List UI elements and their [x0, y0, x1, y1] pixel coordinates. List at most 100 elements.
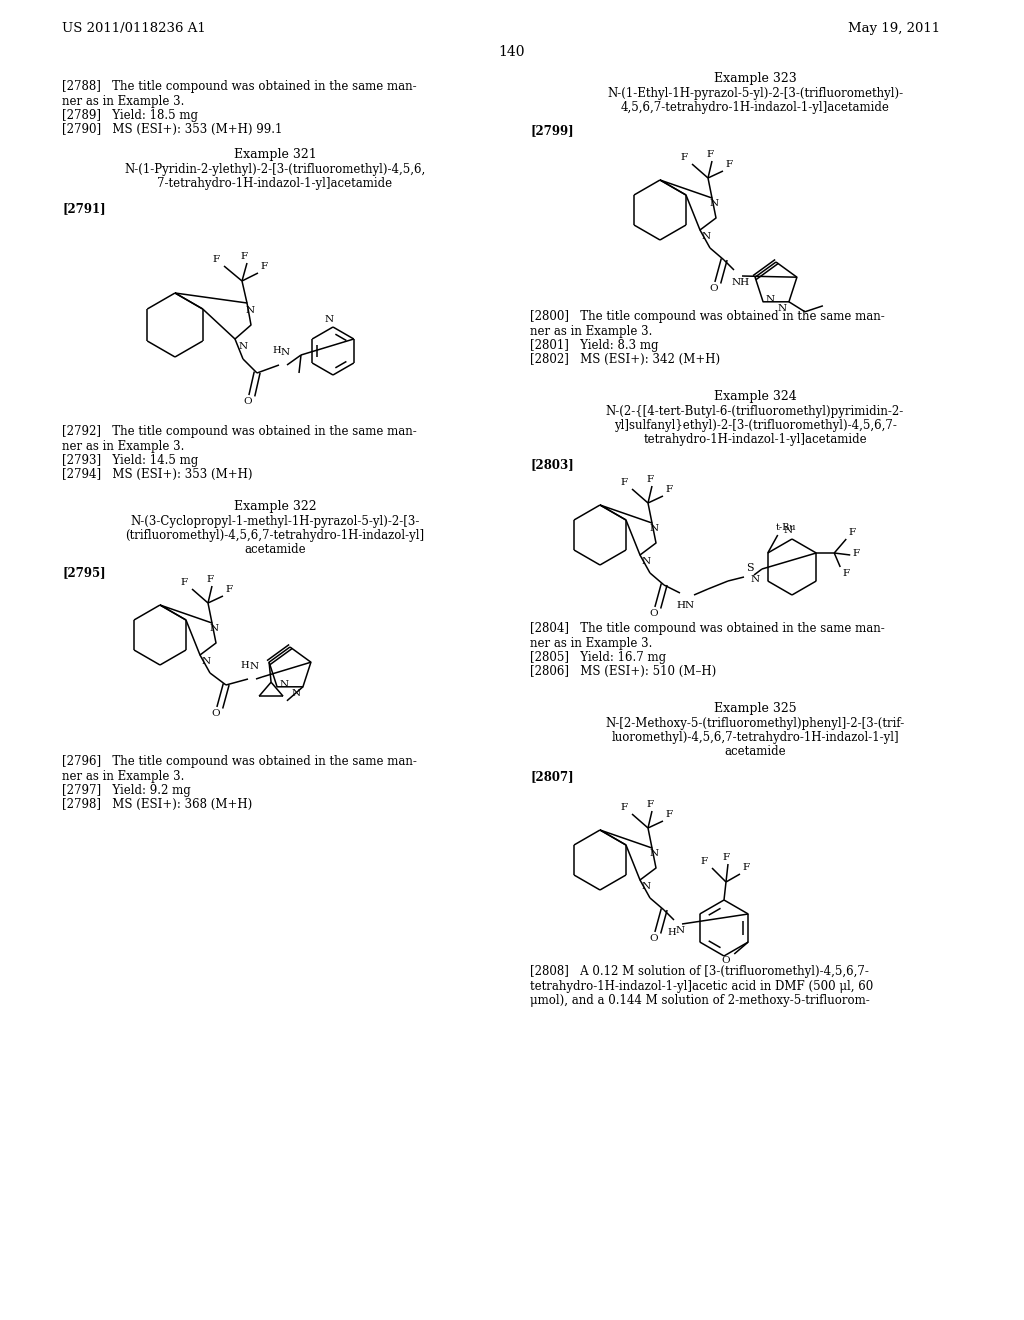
Text: ner as in Example 3.: ner as in Example 3. [62, 95, 184, 108]
Text: acetamide: acetamide [244, 543, 306, 556]
Text: US 2011/0118236 A1: US 2011/0118236 A1 [62, 22, 206, 36]
Text: N: N [710, 199, 719, 209]
Text: [2788]   The title compound was obtained in the same man-: [2788] The title compound was obtained i… [62, 81, 417, 92]
Text: [2798]   MS (ESI+): 368 (M+H): [2798] MS (ESI+): 368 (M+H) [62, 799, 252, 810]
Text: N-(3-Cyclopropyl-1-methyl-1H-pyrazol-5-yl)-2-[3-: N-(3-Cyclopropyl-1-methyl-1H-pyrazol-5-y… [130, 515, 420, 528]
Text: [2792]   The title compound was obtained in the same man-: [2792] The title compound was obtained i… [62, 425, 417, 438]
Text: O: O [722, 956, 730, 965]
Text: F: F [680, 153, 687, 162]
Text: N: N [702, 232, 711, 242]
Text: F: F [665, 484, 672, 494]
Text: acetamide: acetamide [724, 744, 785, 758]
Text: Example 322: Example 322 [233, 500, 316, 513]
Text: luoromethyl)-4,5,6,7-tetrahydro-1H-indazol-1-yl]: luoromethyl)-4,5,6,7-tetrahydro-1H-indaz… [611, 731, 899, 744]
Text: [2789]   Yield: 18.5 mg: [2789] Yield: 18.5 mg [62, 110, 198, 121]
Text: [2797]   Yield: 9.2 mg: [2797] Yield: 9.2 mg [62, 784, 190, 797]
Text: F: F [180, 578, 187, 587]
Text: O: O [244, 397, 252, 407]
Text: [2802]   MS (ESI+): 342 (M+H): [2802] MS (ESI+): 342 (M+H) [530, 352, 720, 366]
Text: F: F [665, 810, 672, 818]
Text: NH: NH [732, 279, 751, 286]
Text: F: F [207, 576, 214, 583]
Text: F: F [723, 853, 729, 862]
Text: [2791]: [2791] [62, 202, 105, 215]
Text: S: S [746, 564, 754, 573]
Text: tetrahydro-1H-indazol-1-yl]acetamide: tetrahydro-1H-indazol-1-yl]acetamide [643, 433, 866, 446]
Text: N: N [642, 882, 651, 891]
Text: F: F [241, 252, 248, 261]
Text: N: N [765, 296, 774, 305]
Text: [2807]: [2807] [530, 770, 573, 783]
Text: 7-tetrahydro-1H-indazol-1-yl]acetamide: 7-tetrahydro-1H-indazol-1-yl]acetamide [158, 177, 392, 190]
Text: Example 324: Example 324 [714, 389, 797, 403]
Text: N: N [676, 927, 685, 935]
Text: [2793]   Yield: 14.5 mg: [2793] Yield: 14.5 mg [62, 454, 199, 467]
Text: yl]sulfanyl}ethyl)-2-[3-(trifluoromethyl)-4,5,6,7-: yl]sulfanyl}ethyl)-2-[3-(trifluoromethyl… [613, 418, 896, 432]
Text: H: H [241, 661, 249, 671]
Text: F: F [843, 569, 849, 578]
Text: N: N [210, 624, 218, 634]
Text: F: F [646, 475, 653, 484]
Text: F: F [621, 478, 628, 487]
Text: [2796]   The title compound was obtained in the same man-: [2796] The title compound was obtained i… [62, 755, 417, 768]
Text: N: N [325, 315, 334, 323]
Text: N: N [239, 342, 248, 351]
Text: [2790]   MS (ESI+): 353 (M+H) 99.1: [2790] MS (ESI+): 353 (M+H) 99.1 [62, 123, 283, 136]
Text: N-(2-{[4-tert-Butyl-6-(trifluoromethyl)pyrimidin-2-: N-(2-{[4-tert-Butyl-6-(trifluoromethyl)p… [606, 405, 904, 418]
Text: F: F [700, 857, 708, 866]
Text: O: O [710, 284, 718, 293]
Text: N: N [751, 574, 760, 583]
Text: ner as in Example 3.: ner as in Example 3. [530, 325, 652, 338]
Text: Example 321: Example 321 [233, 148, 316, 161]
Text: N-[2-Methoxy-5-(trifluoromethyl)phenyl]-2-[3-(trif-: N-[2-Methoxy-5-(trifluoromethyl)phenyl]-… [605, 717, 904, 730]
Text: [2803]: [2803] [530, 458, 573, 471]
Text: [2801]   Yield: 8.3 mg: [2801] Yield: 8.3 mg [530, 339, 658, 352]
Text: F: F [707, 150, 714, 158]
Text: [2805]   Yield: 16.7 mg: [2805] Yield: 16.7 mg [530, 651, 667, 664]
Text: [2794]   MS (ESI+): 353 (M+H): [2794] MS (ESI+): 353 (M+H) [62, 469, 253, 480]
Text: F: F [621, 803, 628, 812]
Text: (trifluoromethyl)-4,5,6,7-tetrahydro-1H-indazol-yl]: (trifluoromethyl)-4,5,6,7-tetrahydro-1H-… [125, 529, 425, 543]
Text: [2800]   The title compound was obtained in the same man-: [2800] The title compound was obtained i… [530, 310, 885, 323]
Text: ner as in Example 3.: ner as in Example 3. [530, 638, 652, 649]
Text: [2806]   MS (ESI+): 510 (M–H): [2806] MS (ESI+): 510 (M–H) [530, 665, 716, 678]
Text: N-(1-Ethyl-1H-pyrazol-5-yl)-2-[3-(trifluoromethyl)-: N-(1-Ethyl-1H-pyrazol-5-yl)-2-[3-(triflu… [607, 87, 903, 100]
Text: [2808]   A 0.12 M solution of [3-(trifluoromethyl)-4,5,6,7-: [2808] A 0.12 M solution of [3-(trifluor… [530, 965, 869, 978]
Text: μmol), and a 0.144 M solution of 2-methoxy-5-trifluorom-: μmol), and a 0.144 M solution of 2-metho… [530, 994, 869, 1007]
Text: N: N [642, 557, 651, 566]
Text: N: N [202, 657, 211, 667]
Text: [2799]: [2799] [530, 124, 573, 137]
Text: N: N [281, 348, 290, 356]
Text: F: F [852, 549, 859, 557]
Text: Example 325: Example 325 [714, 702, 797, 715]
Text: ner as in Example 3.: ner as in Example 3. [62, 770, 184, 783]
Text: F: F [260, 261, 267, 271]
Text: [2804]   The title compound was obtained in the same man-: [2804] The title compound was obtained i… [530, 622, 885, 635]
Text: [2795]: [2795] [62, 566, 105, 579]
Text: 4,5,6,7-tetrahydro-1H-indazol-1-yl]acetamide: 4,5,6,7-tetrahydro-1H-indazol-1-yl]aceta… [621, 102, 890, 114]
Text: t-Bu: t-Bu [776, 523, 797, 532]
Text: F: F [848, 528, 855, 537]
Text: N: N [292, 689, 301, 698]
Text: F: F [646, 800, 653, 809]
Text: O: O [649, 935, 658, 942]
Text: N: N [783, 525, 793, 535]
Text: N: N [246, 306, 255, 315]
Text: H: H [272, 346, 282, 355]
Text: F: F [225, 585, 232, 594]
Text: N-(1-Pyridin-2-ylethyl)-2-[3-(trifluoromethyl)-4,5,6,: N-(1-Pyridin-2-ylethyl)-2-[3-(trifluorom… [124, 162, 426, 176]
Text: F: F [725, 160, 732, 169]
Text: N: N [649, 849, 658, 858]
Text: N: N [649, 524, 658, 533]
Text: F: F [212, 255, 219, 264]
Text: HN: HN [676, 601, 694, 610]
Text: ner as in Example 3.: ner as in Example 3. [62, 440, 184, 453]
Text: H: H [668, 928, 676, 937]
Text: N: N [280, 680, 288, 689]
Text: 140: 140 [499, 45, 525, 59]
Text: N: N [778, 304, 786, 313]
Text: Example 323: Example 323 [714, 73, 797, 84]
Text: May 19, 2011: May 19, 2011 [848, 22, 940, 36]
Text: O: O [212, 709, 220, 718]
Text: N: N [250, 663, 259, 671]
